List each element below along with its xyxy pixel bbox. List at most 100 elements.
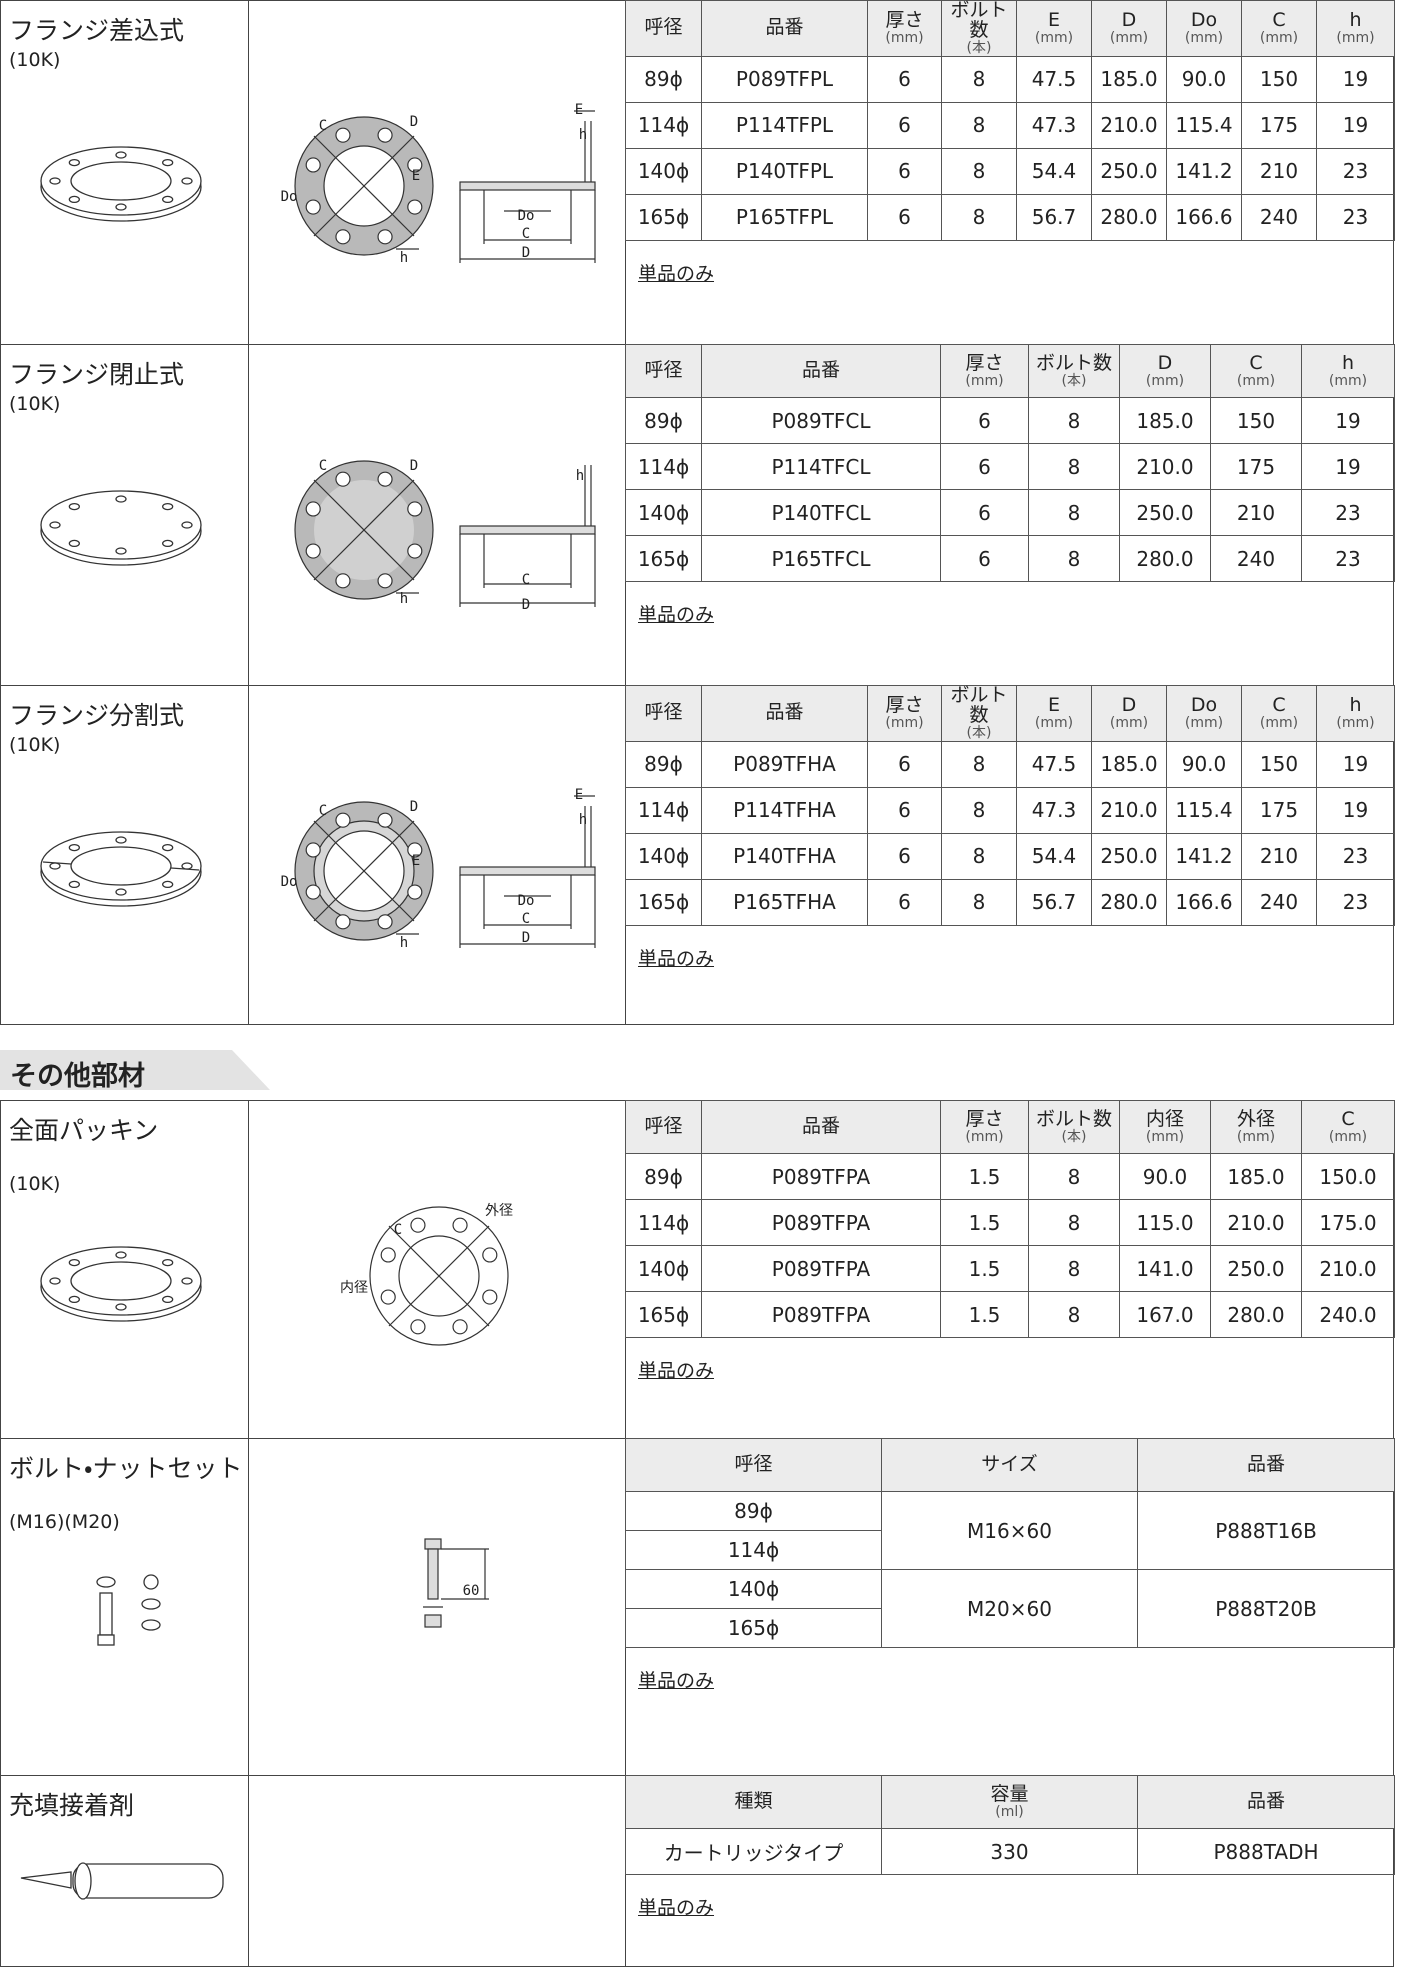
data-cell: P114TFCL xyxy=(701,443,941,490)
spec-table: 呼径 品番 厚さ (mm) ボルト数 (本) E (mm) D (mm) Do (mm) C (mm) h(… xyxy=(625,685,1395,926)
data-row: 114ϕ P114TFCL 6 8 210.0 175 19 xyxy=(625,443,1395,490)
diagram-shape xyxy=(407,501,423,517)
header-cell: Do (mm) xyxy=(1166,0,1242,57)
illustration-shape xyxy=(162,502,174,511)
diagram-shape xyxy=(305,842,321,858)
header-label: 品番 xyxy=(1246,1453,1285,1476)
illustration-shape xyxy=(181,1277,193,1285)
data-row: 140ϕ M20×60 P888T20B xyxy=(625,1569,1395,1648)
product-block: 充填接着剤 種類 容量 (ml) 品番 カートリッジタイプ 330 P888TADH 単品のみ xyxy=(0,1775,1395,1967)
header-label: E xyxy=(1047,8,1060,31)
data-cell: 23 xyxy=(1316,878,1395,926)
illustration-shape xyxy=(40,490,202,560)
data-cell: 1.5 xyxy=(940,1291,1029,1338)
header-unit: (mm) xyxy=(1184,29,1224,46)
illustration-shape xyxy=(74,1862,92,1900)
product-illustration xyxy=(40,1246,202,1322)
data-cell: 210.0 xyxy=(1119,443,1211,490)
diagram-label: C xyxy=(522,572,530,588)
diagram-label: C xyxy=(394,1222,402,1238)
diagram-shape xyxy=(424,1538,442,1550)
diagram-shape xyxy=(380,1289,396,1305)
diagram-label: Do xyxy=(281,874,298,890)
data-cell: 140ϕ xyxy=(625,832,702,880)
data-cell: 6 xyxy=(867,740,942,788)
product-illustration xyxy=(40,146,202,222)
diagram-label: h xyxy=(579,127,587,143)
data-cell: 114ϕ xyxy=(625,443,702,490)
header-row: 呼径 サイズ 品番 xyxy=(625,1438,1395,1492)
data-cell: 54.4 xyxy=(1016,832,1092,880)
data-cell: 150 xyxy=(1210,397,1302,444)
data-cell: 167.0 xyxy=(1119,1291,1211,1338)
section-heading: その他部材 xyxy=(0,1050,270,1090)
data-cell: 6 xyxy=(867,147,942,195)
illustration-shape xyxy=(49,1277,61,1285)
data-cell: P089TFHA xyxy=(701,740,868,788)
product-illustration xyxy=(40,831,202,907)
header-row: 呼径 品番 厚さ (mm) ボルト数 (本) D (mm) C (mm) h (mm) xyxy=(625,344,1395,398)
data-cell: P888T20B xyxy=(1137,1569,1395,1648)
data-row: 114ϕ P114TFHA 6 8 47.3 210.0 115.4 175 19 xyxy=(625,786,1395,834)
header-label: 厚さ xyxy=(965,1107,1004,1130)
data-cell: 210.0 xyxy=(1091,101,1167,149)
product-block: 全面パッキン (10K) C 外径 内径 呼径 品番 厚さ (mm) ボルト数 (本) 内径 (mm) 外… xyxy=(0,1100,1395,1438)
diagram-label: Do xyxy=(518,208,535,224)
illustration-shape xyxy=(115,836,127,844)
data-row: 140ϕ P140TFHA 6 8 54.4 250.0 141.2 210 23 xyxy=(625,832,1395,880)
diagram-cell: 60 xyxy=(249,1439,626,1775)
data-cell: 47.5 xyxy=(1016,740,1092,788)
diagram-shape xyxy=(407,884,423,900)
diagram-label: E xyxy=(575,787,583,803)
data-cell: 150 xyxy=(1241,55,1317,103)
diagram-label: E xyxy=(412,853,420,869)
diagram-shape xyxy=(335,914,351,930)
data-cell: 175 xyxy=(1241,101,1317,149)
data-cell: M16×60 xyxy=(881,1491,1138,1570)
table-cell: 種類 容量 (ml) 品番 カートリッジタイプ 330 P888TADH 単品のみ xyxy=(625,1775,1395,1966)
header-label: h xyxy=(1341,351,1355,374)
header-unit: (mm) xyxy=(1259,29,1299,46)
data-cell: 114ϕ xyxy=(625,1199,702,1246)
header-unit: (mm) xyxy=(885,29,924,46)
data-row: 89ϕ P089TFHA 6 8 47.5 185.0 90.0 150 19 xyxy=(625,740,1395,788)
data-cell: 185.0 xyxy=(1091,740,1167,788)
data-cell: 185.0 xyxy=(1119,397,1211,444)
diagram-shape xyxy=(459,866,596,876)
header-unit: (本) xyxy=(966,724,992,741)
header-cell: C (mm) xyxy=(1210,344,1302,398)
data-cell: 210.0 xyxy=(1210,1199,1302,1246)
data-cell: M20×60 xyxy=(881,1569,1138,1648)
data-cell: カートリッジタイプ xyxy=(625,1828,882,1875)
data-cell: 19 xyxy=(1301,397,1395,444)
header-unit: (mm) xyxy=(1336,29,1375,46)
data-cell: 19 xyxy=(1316,101,1395,149)
data-cell: 8 xyxy=(941,55,1017,103)
diagram-cell: C 外径 内径 xyxy=(249,1101,626,1438)
data-cell: 185.0 xyxy=(1210,1153,1302,1200)
data-cell: P140TFCL xyxy=(701,489,941,536)
illustration-shape xyxy=(49,177,61,185)
illustration-shape xyxy=(115,203,127,211)
diagram-label: E xyxy=(412,168,420,184)
data-cell: 150 xyxy=(1241,740,1317,788)
illustration-shape xyxy=(115,151,127,159)
data-cell: 54.4 xyxy=(1016,147,1092,195)
header-cell: C (mm) xyxy=(1301,1100,1395,1154)
data-cell: 6 xyxy=(940,489,1029,536)
data-cell: 89ϕ xyxy=(625,397,702,444)
diagram-label: C xyxy=(319,118,327,134)
product-name-cell: フランジ閉止式 (10K) xyxy=(1,345,249,685)
header-label: 容量 xyxy=(990,1782,1029,1805)
header-unit: (mm) xyxy=(1034,29,1074,46)
data-cell: 8 xyxy=(1028,1291,1120,1338)
data-cell: 8 xyxy=(1028,1153,1120,1200)
header-cell: ボルト数 (本) xyxy=(941,685,1017,742)
header-label: ボルト数 xyxy=(950,0,1008,41)
header-label: C xyxy=(1249,351,1263,374)
header-label: h xyxy=(1349,8,1362,31)
diagram-shape xyxy=(313,135,415,237)
table-cell: 呼径 品番 厚さ (mm) ボルト数 (本) E (mm) D (mm) Do (mm) C (mm) h(… xyxy=(625,685,1395,1024)
